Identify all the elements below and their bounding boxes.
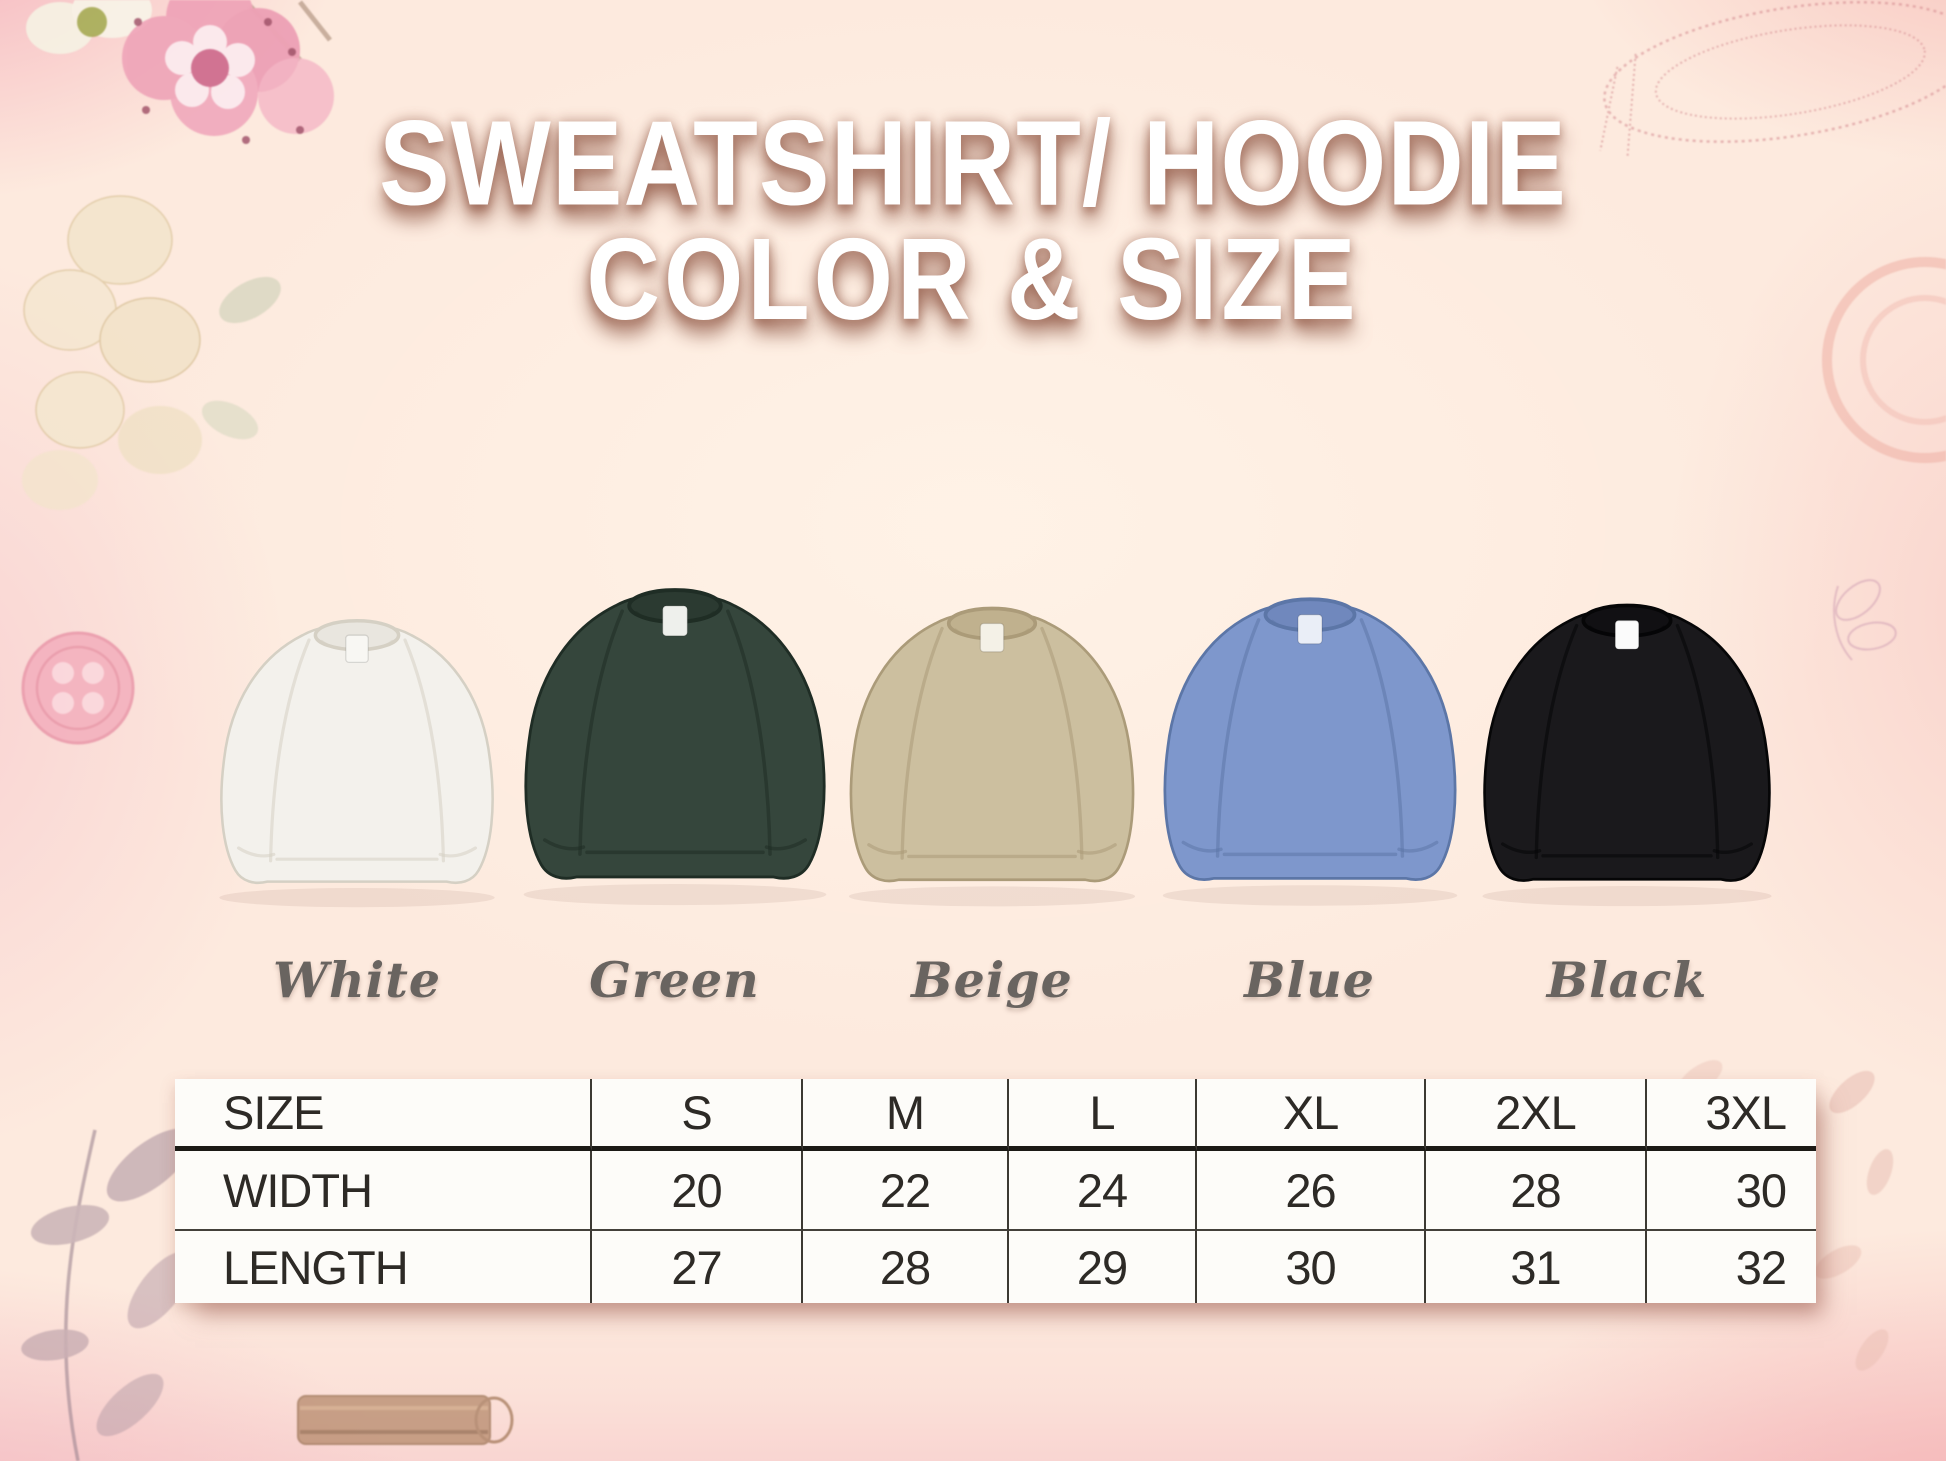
sweatshirt-body (1163, 601, 1456, 881)
size-table-value-cell: 24 (1009, 1151, 1197, 1231)
sweatshirt-ground-shadow (848, 886, 1136, 907)
sweatshirt-cuff-right (438, 846, 478, 858)
sweatshirt-neck-tag (1614, 619, 1640, 650)
sweatshirt-body (220, 622, 494, 885)
sweatshirt-ground-shadow (523, 884, 826, 906)
size-table-header-cell: S (592, 1079, 803, 1151)
sweatshirt-seam-left (900, 626, 944, 860)
size-table-header-cell: 3XL (1647, 1079, 1816, 1151)
sweatshirt-seam-right (1359, 618, 1404, 858)
sweatshirt-seam-right (1040, 626, 1084, 860)
sweatshirt-cuff-left (1500, 842, 1542, 854)
sweatshirt-black-image (1482, 603, 1772, 907)
size-table-value-cell: 27 (592, 1231, 803, 1303)
size-table: SIZE S M L XL 2XL 3XL WIDTH 20 22 24 26 28 30 LENGTH 27… (175, 1079, 1816, 1303)
sweatshirt-blue-image (1162, 597, 1457, 906)
sweatshirt-neck-tag (1296, 614, 1323, 645)
product-card-blue: Blue (1160, 540, 1460, 1010)
sweatshirt-seam-left (577, 609, 624, 856)
size-table-value-cell: 30 (1647, 1151, 1816, 1231)
sweatshirt-neck-tag (979, 622, 1005, 653)
product-color-label: White (272, 951, 442, 1009)
size-table-header-cell: M (803, 1079, 1009, 1151)
sweatshirt-cuff-right (764, 838, 807, 851)
sweatshirt-green-image (523, 588, 826, 906)
size-table-value-cell: 22 (803, 1151, 1009, 1231)
product-card-black: Black (1477, 540, 1777, 1010)
size-table-row-label: LENGTH (175, 1231, 592, 1303)
sweatshirt-cuff-right (1396, 840, 1438, 853)
sweatshirt-cuff-left (867, 843, 908, 855)
size-table-header-cell: L (1009, 1079, 1197, 1151)
sweatshirt-ground-shadow (1482, 886, 1772, 907)
sweatshirt-body (523, 592, 826, 880)
sweatshirt-neck-tag (345, 634, 369, 664)
size-table-value-cell: 20 (592, 1151, 803, 1231)
product-color-label: Blue (1244, 951, 1375, 1009)
sweatshirt-seam-right (1675, 623, 1720, 860)
sweatshirt-seam-left (269, 638, 311, 863)
sweatshirt-body (1483, 607, 1771, 882)
size-table-row-label: WIDTH (175, 1151, 592, 1231)
product-card-white: White (207, 540, 507, 1010)
sweatshirt-beige-image (848, 606, 1136, 907)
sweatshirt-cuff-left (542, 838, 585, 851)
title-line-2: COLOR & SIZE (586, 214, 1360, 344)
product-card-green: Green (523, 540, 826, 1010)
size-table-value-cell: 29 (1009, 1231, 1197, 1303)
size-table-header-cell: 2XL (1426, 1079, 1647, 1151)
product-card-beige: Beige (842, 540, 1142, 1010)
sweatshirt-seam-right (403, 638, 446, 863)
size-table-value-cell: 30 (1197, 1231, 1426, 1303)
size-table-value-cell: 28 (803, 1231, 1009, 1303)
title-line-1: SWEATSHIRT/ HOODIE (379, 96, 1567, 231)
thread-spool-icon (297, 1395, 514, 1445)
button-icon (21, 631, 135, 745)
sweatshirt-cuff-left (237, 846, 276, 858)
sweatshirt-seam-left (1215, 618, 1260, 858)
sweatshirt-body (849, 610, 1135, 883)
product-color-label: Green (589, 951, 760, 1009)
sweatshirt-ground-shadow (1162, 885, 1457, 906)
sweatshirt-neck-tag (661, 605, 688, 637)
sweatshirt-cuff-right (1712, 842, 1753, 854)
butterfly-sketch-icon (1833, 579, 1897, 661)
page-title: SWEATSHIRT/ HOODIE COLOR & SIZE (0, 96, 1946, 344)
sweatshirt-seam-left (1534, 623, 1579, 860)
sweatshirt-cuff-left (1181, 840, 1223, 853)
size-table-header-cell: SIZE (175, 1079, 592, 1151)
size-table-value-cell: 31 (1426, 1231, 1647, 1303)
sweatshirt-cuff-right (1076, 843, 1117, 855)
size-table-value-cell: 26 (1197, 1151, 1426, 1231)
sweatshirt-seam-right (725, 609, 772, 856)
color-options-row: White Green (207, 540, 1777, 1010)
sweatshirt-ground-shadow (219, 888, 495, 908)
size-table-value-cell: 28 (1426, 1151, 1647, 1231)
product-color-label: Beige (911, 951, 1073, 1009)
product-color-label: Black (1546, 951, 1708, 1009)
sweatshirt-white-image (219, 619, 495, 908)
size-table-header-cell: XL (1197, 1079, 1426, 1151)
size-table-value-cell: 32 (1735, 1240, 1787, 1294)
